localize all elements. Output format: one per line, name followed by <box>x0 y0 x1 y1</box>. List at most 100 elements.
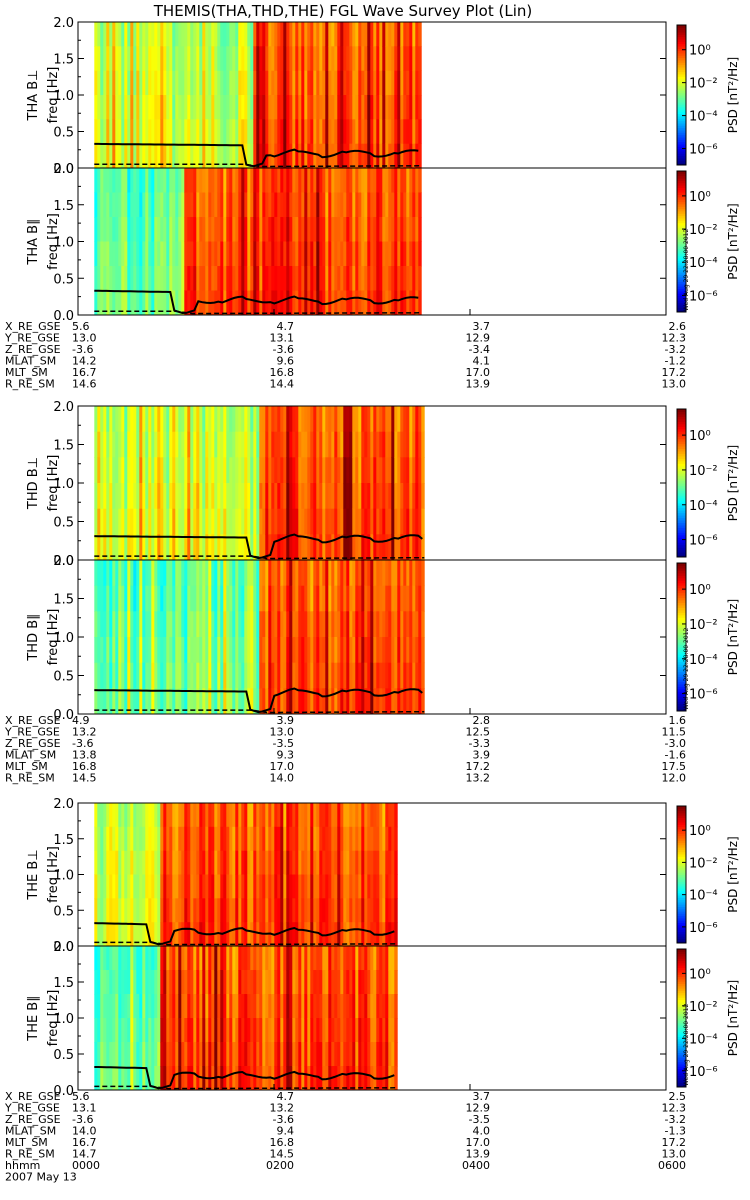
spectrogram-cell <box>223 826 227 851</box>
spectrogram-cell <box>163 637 167 664</box>
spectrogram-cell <box>292 406 296 433</box>
spectrogram-cell <box>157 168 161 193</box>
spectrogram-cell <box>208 874 212 899</box>
spectrogram-cell <box>118 994 122 1019</box>
spectrogram-cell <box>109 534 113 561</box>
spectrogram-cell <box>184 457 188 484</box>
spectrogram-cell <box>160 46 164 71</box>
spectrogram-cell <box>325 826 329 851</box>
spectrogram-cell <box>160 22 164 47</box>
spectrogram-cell <box>202 803 206 828</box>
spectrogram-cell <box>289 192 293 218</box>
spectrogram-cell <box>127 241 131 267</box>
spectrogram-cell <box>355 22 359 47</box>
spectrogram-cell <box>118 922 122 947</box>
colorbar-segment <box>677 622 686 626</box>
spectrogram-cell <box>259 946 263 971</box>
colorbar-segment <box>677 1022 686 1026</box>
spectrogram-cell <box>382 994 386 1019</box>
colorbar-segment <box>677 955 686 959</box>
spectrogram-cell <box>220 406 224 433</box>
spectrogram-cell <box>421 457 425 484</box>
spectrogram-cell <box>238 611 242 638</box>
spectrogram-cell <box>166 803 170 828</box>
colorbar-segment <box>677 236 686 240</box>
spectrogram-cell <box>322 826 326 851</box>
spectrogram-cell <box>214 994 218 1019</box>
colorbar-segment <box>677 706 686 710</box>
spectrogram-cell <box>106 168 110 193</box>
spectrogram-cell <box>364 874 368 899</box>
panel-label: THD B∥ <box>26 613 41 661</box>
colorbar-segment <box>677 304 686 308</box>
spectrogram-cell <box>154 119 158 144</box>
spectrogram-cell <box>370 826 374 851</box>
spectrogram-cell <box>169 850 173 875</box>
spectrogram-cell <box>199 217 203 242</box>
spectrogram-cell <box>184 483 188 510</box>
spectrogram-cell <box>100 508 104 535</box>
spectrogram-cell <box>343 192 347 218</box>
spectrogram-cell <box>262 850 266 875</box>
spectrogram-cell <box>406 22 410 47</box>
spectrogram-cell <box>118 970 122 995</box>
spectrogram-cell <box>247 95 251 120</box>
colorbar-segment <box>677 81 686 84</box>
spectrogram-cell <box>103 874 107 899</box>
spectrogram-cell <box>136 611 140 638</box>
spectrogram-cell <box>148 922 152 947</box>
spectrogram-cell <box>187 534 191 561</box>
spectrogram-cell <box>328 241 332 267</box>
spectrogram-cell <box>268 662 272 689</box>
spectrogram-cell <box>181 662 185 689</box>
spectrogram-cell <box>148 1042 152 1067</box>
spectrogram-cell <box>319 22 323 47</box>
spectrogram-cell <box>304 290 308 316</box>
spectrogram-cell <box>157 662 161 689</box>
spectrogram-cell <box>406 611 410 638</box>
colorbar-tick-label: 10⁻⁶ <box>689 143 718 158</box>
spectrogram-cell <box>187 688 191 715</box>
spectrogram-cell <box>160 970 164 995</box>
spectrogram-cell <box>418 22 422 47</box>
spectrogram-cell <box>328 534 332 561</box>
spectrogram-cell <box>118 508 122 535</box>
spectrogram-cell <box>265 850 269 875</box>
spectrogram-cell <box>145 611 149 638</box>
spectrogram-cell <box>100 585 104 612</box>
spectrogram-cell <box>148 803 152 828</box>
colorbar-segment <box>677 113 686 117</box>
spectrogram-cell <box>115 946 119 971</box>
spectrogram-cell <box>361 168 365 193</box>
spectrogram-cell <box>133 95 137 120</box>
spectrogram-cell <box>148 850 152 875</box>
colorbar-segment <box>677 505 686 509</box>
spectrogram-cell <box>100 95 104 120</box>
spectrogram-cell <box>361 431 365 458</box>
spectrogram-cell <box>361 143 365 169</box>
spectrogram-cell <box>394 874 398 899</box>
spectrogram-cell <box>301 1018 305 1043</box>
spectrogram-cell <box>232 560 236 587</box>
spectrogram-cell <box>220 688 224 715</box>
spectrogram-cell <box>247 850 251 875</box>
spectrogram-cell <box>322 534 326 561</box>
spectrogram-cell <box>295 22 299 47</box>
spectrogram-cell <box>97 637 101 664</box>
spectrogram-cell <box>385 688 389 715</box>
spectrogram-cell <box>100 119 104 144</box>
spectrogram-cell <box>400 457 404 484</box>
spectrogram-cell <box>94 826 98 851</box>
spectrogram-cell <box>223 922 227 947</box>
spectrogram-cell <box>277 826 281 851</box>
spectrogram-cell <box>349 946 353 971</box>
date-label: 2007 May 13 <box>5 1171 77 1184</box>
spectrogram-cell <box>364 970 368 995</box>
colorbar-segment <box>677 664 686 668</box>
spectrogram-cell <box>403 637 407 664</box>
spectrogram-cell <box>163 534 167 561</box>
spectrogram-cell <box>148 192 152 218</box>
spectrogram-cell <box>361 850 365 875</box>
spectrogram-cell <box>403 241 407 267</box>
